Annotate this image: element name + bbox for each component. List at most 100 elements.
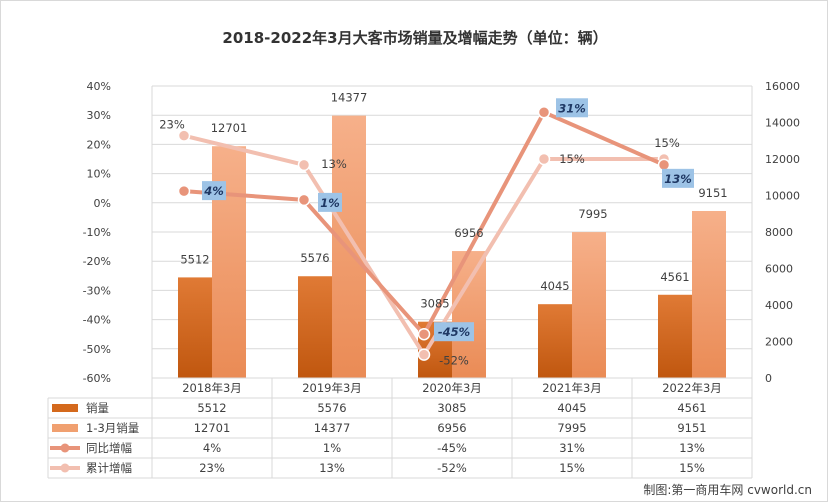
left-tick-label: 0% — [94, 197, 111, 210]
line-cumulative-growth-marker — [537, 152, 551, 166]
source-credit: 制图:第一商用车网 cvworld.cn — [643, 482, 812, 497]
table-row-label: 1-3月销量 — [86, 421, 139, 435]
bar-label-cumulative: 7995 — [578, 207, 607, 221]
right-tick-label: 10000 — [765, 190, 800, 203]
table-row-label: 销量 — [86, 401, 109, 415]
table-cell: 14377 — [314, 421, 351, 435]
right-tick-label: 2000 — [765, 336, 793, 349]
table-cell: 15% — [679, 461, 705, 475]
category-label: 2022年3月 — [662, 381, 722, 395]
legend-key-marker — [60, 463, 70, 473]
category-label: 2021年3月 — [542, 381, 602, 395]
right-tick-label: 12000 — [765, 153, 800, 166]
line-label-cumulative: 15% — [559, 152, 585, 166]
bar-label-cumulative: 12701 — [211, 121, 248, 135]
bar-cumulative-sales — [692, 210, 726, 378]
right-tick-label: 8000 — [765, 226, 793, 239]
bar-sales — [538, 304, 572, 378]
bar-label-cumulative: 6956 — [454, 226, 483, 240]
left-tick-label: 10% — [87, 168, 111, 181]
category-label: 2019年3月 — [302, 381, 362, 395]
callout-box-yoy — [202, 181, 226, 201]
line-cumulative-growth-marker — [177, 129, 191, 142]
gridlines — [151, 85, 753, 379]
line-cumulative-growth-marker — [417, 348, 431, 361]
callout-label-yoy: 13% — [664, 172, 692, 186]
bar-label-cumulative: 14377 — [331, 91, 368, 105]
legend-key — [52, 404, 78, 412]
table-cell: 9151 — [677, 421, 706, 435]
left-tick-label: -30% — [83, 284, 111, 297]
callout-box-yoy — [556, 98, 588, 118]
bar-label-sales: 4045 — [540, 279, 569, 293]
table-cell: 5512 — [197, 401, 226, 415]
table-cell: 31% — [559, 441, 585, 455]
line-yoy-growth-marker — [657, 158, 671, 172]
category-label: 2018年3月 — [182, 381, 242, 395]
left-tick-label: 40% — [87, 80, 111, 93]
line-series — [177, 106, 671, 361]
table-cell: 5576 — [317, 401, 346, 415]
left-tick-label: -40% — [83, 314, 111, 327]
left-tick-label: -20% — [83, 255, 111, 268]
table-row-label: 同比增幅 — [86, 441, 132, 455]
table-cell: 15% — [559, 461, 585, 475]
right-tick-label: 14000 — [765, 117, 800, 130]
callout-box-yoy — [434, 322, 474, 342]
left-tick-label: 30% — [87, 109, 111, 122]
line-yoy-growth-marker — [297, 193, 311, 207]
table-cell: 1% — [323, 441, 341, 455]
line-label-cumulative: 23% — [159, 118, 185, 132]
legend-key — [52, 424, 78, 432]
line-label-cumulative: -52% — [439, 354, 469, 368]
table-cell: -52% — [437, 461, 467, 475]
callout-label-yoy: 31% — [558, 101, 586, 115]
table-cell: 13% — [679, 441, 705, 455]
line-yoy-growth-marker — [537, 106, 551, 119]
left-tick-label: -60% — [83, 372, 111, 385]
line-cumulative-growth-marker — [297, 158, 311, 172]
table-cell: 7995 — [557, 421, 586, 435]
bar-cumulative-sales — [572, 232, 606, 378]
table-cell: 3085 — [437, 401, 466, 415]
line-label-cumulative: 13% — [321, 157, 347, 171]
right-tick-label: 16000 — [765, 80, 800, 93]
table-cell: 4% — [203, 441, 221, 455]
bar-label-sales: 3085 — [420, 297, 449, 311]
table-cell: 13% — [319, 461, 345, 475]
table-cell: 4045 — [557, 401, 586, 415]
callout-box-yoy — [662, 168, 694, 188]
left-tick-label: 20% — [87, 138, 111, 151]
table-cell: 6956 — [437, 421, 466, 435]
bar-label-sales: 5576 — [300, 251, 329, 265]
bar-sales — [298, 276, 332, 378]
callout-box-yoy — [318, 192, 342, 212]
axes: 40% 30% 20% 10% 0% -10% -20% -30% -40% -50% -60% 16… — [83, 80, 800, 385]
table-cell: 23% — [199, 461, 225, 475]
callout-label-yoy: -45% — [438, 325, 470, 339]
table-row-label: 累计增幅 — [86, 461, 132, 475]
line-yoy-growth-marker — [177, 184, 191, 198]
chart-title: 2018-2022年3月大客市场销量及增幅走势（单位：辆） — [222, 29, 607, 47]
legend-key-marker — [60, 443, 70, 453]
line-label-cumulative: 15% — [654, 136, 680, 150]
bar-cumulative-sales — [212, 146, 246, 378]
left-tick-label: -10% — [83, 226, 111, 239]
bar-sales — [658, 294, 692, 378]
line-yoy-growth-marker — [417, 327, 431, 341]
bar-sales — [178, 277, 212, 378]
table-cell: -45% — [437, 441, 467, 455]
bar-label-sales: 5512 — [180, 252, 209, 266]
data-labels: 5512 12701 5576 14377 3085 6956 4045 7995 4561 91… — [159, 91, 727, 368]
right-tick-label: 0 — [765, 372, 772, 385]
bar-cumulative-sales — [332, 115, 366, 378]
bar-label-cumulative: 9151 — [698, 186, 727, 200]
left-tick-label: -50% — [83, 343, 111, 356]
category-label: 2020年3月 — [422, 381, 482, 395]
callout-label-yoy: 1% — [320, 196, 340, 210]
right-tick-label: 4000 — [765, 299, 793, 312]
right-tick-label: 6000 — [765, 263, 793, 276]
